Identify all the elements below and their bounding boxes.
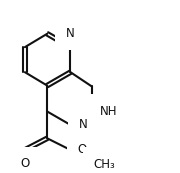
Text: NH: NH — [100, 105, 118, 118]
Text: O: O — [20, 157, 30, 170]
Text: CH₃: CH₃ — [93, 158, 115, 171]
Text: O: O — [78, 143, 87, 156]
Text: N: N — [66, 27, 75, 40]
Text: N: N — [79, 118, 88, 131]
